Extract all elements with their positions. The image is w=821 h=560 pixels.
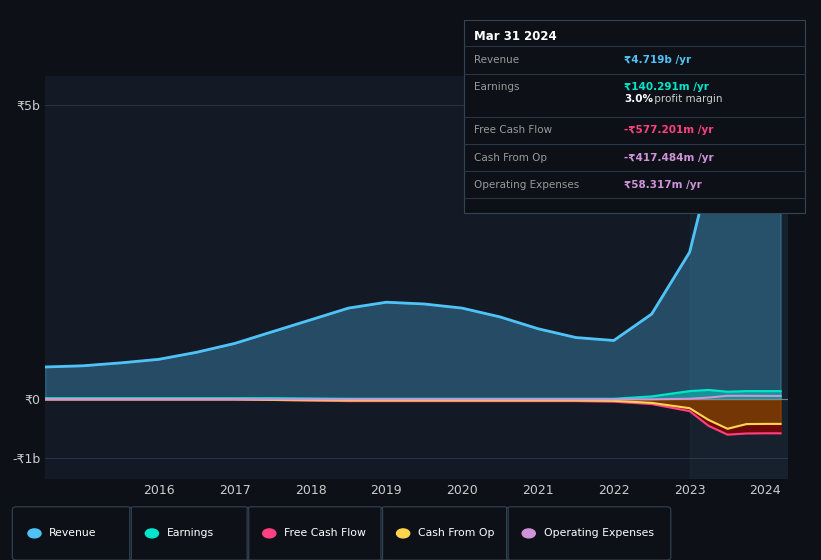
Text: Mar 31 2024: Mar 31 2024 bbox=[474, 30, 557, 43]
Text: -₹577.201m /yr: -₹577.201m /yr bbox=[624, 125, 713, 136]
Text: ₹4.719b /yr: ₹4.719b /yr bbox=[624, 55, 691, 65]
Text: Revenue: Revenue bbox=[49, 529, 97, 538]
Text: Free Cash Flow: Free Cash Flow bbox=[474, 125, 552, 136]
Text: Cash From Op: Cash From Op bbox=[474, 152, 547, 162]
Text: Earnings: Earnings bbox=[167, 529, 213, 538]
Text: Revenue: Revenue bbox=[474, 55, 519, 65]
Text: Free Cash Flow: Free Cash Flow bbox=[284, 529, 366, 538]
Text: ₹58.317m /yr: ₹58.317m /yr bbox=[624, 180, 702, 190]
Text: -₹417.484m /yr: -₹417.484m /yr bbox=[624, 152, 713, 162]
Bar bbox=[690, 76, 788, 479]
Text: Earnings: Earnings bbox=[474, 82, 519, 92]
Text: Operating Expenses: Operating Expenses bbox=[474, 180, 579, 190]
Text: Cash From Op: Cash From Op bbox=[418, 529, 494, 538]
Text: Operating Expenses: Operating Expenses bbox=[544, 529, 654, 538]
Text: profit margin: profit margin bbox=[651, 94, 722, 104]
Text: 3.0%: 3.0% bbox=[624, 94, 653, 104]
Text: ₹140.291m /yr: ₹140.291m /yr bbox=[624, 82, 709, 92]
